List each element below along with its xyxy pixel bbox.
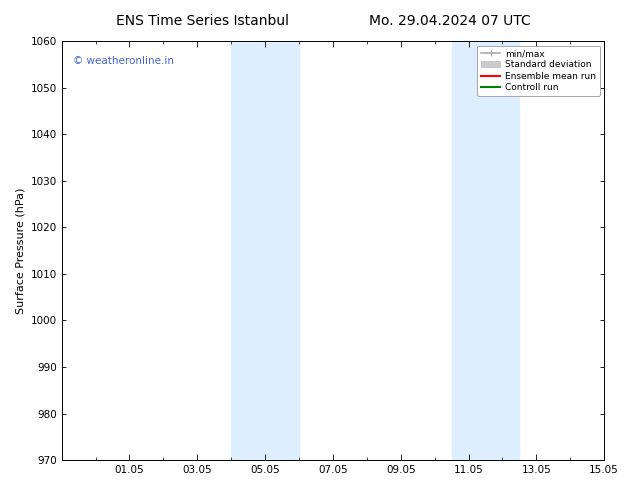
Bar [451, 41, 519, 460]
Bar [231, 41, 299, 460]
Text: ENS Time Series Istanbul: ENS Time Series Istanbul [117, 14, 289, 28]
Text: © weatheronline.in: © weatheronline.in [72, 56, 174, 66]
Y-axis label: Surface Pressure (hPa): Surface Pressure (hPa) [15, 187, 25, 314]
Legend: min/max, Standard deviation, Ensemble mean run, Controll run: min/max, Standard deviation, Ensemble me… [477, 46, 600, 96]
Text: Mo. 29.04.2024 07 UTC: Mo. 29.04.2024 07 UTC [369, 14, 531, 28]
